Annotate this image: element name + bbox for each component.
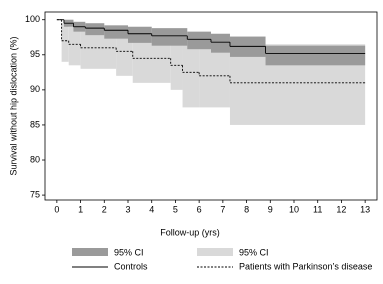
ci-band: [85, 23, 105, 36]
y-tick-label: 80: [30, 154, 40, 164]
x-tick-label: 13: [360, 204, 370, 214]
legend-label: 95% CI: [239, 247, 269, 257]
ci-band: [182, 40, 200, 108]
x-tick-label: 8: [244, 204, 249, 214]
y-tick-label: 100: [25, 14, 40, 24]
x-tick-label: 5: [173, 204, 178, 214]
ci-band: [170, 37, 183, 90]
ci-band: [187, 31, 211, 50]
x-tick-label: 0: [54, 204, 59, 214]
x-tick-label: 2: [102, 204, 107, 214]
ci-band: [104, 25, 128, 39]
x-tick-label: 10: [289, 204, 299, 214]
y-tick-label: 85: [30, 119, 40, 129]
plot-frame: [44, 11, 378, 201]
legend-label: 95% CI: [114, 247, 144, 257]
x-tick-label: 7: [220, 204, 225, 214]
ci-band: [151, 28, 188, 46]
legend-swatch: [72, 248, 108, 256]
ci-band: [211, 33, 230, 53]
x-tick-label: 4: [149, 204, 154, 214]
x-tick-label: 11: [313, 204, 322, 214]
y-axis-label: Survival without hip dislocation (%): [8, 36, 18, 175]
ci-band: [199, 42, 230, 108]
legend-swatch: [197, 248, 233, 256]
x-tick-label: 1: [78, 204, 83, 214]
x-tick-label: 9: [268, 204, 273, 214]
y-tick-label: 95: [30, 49, 40, 59]
x-tick-label: 6: [197, 204, 202, 214]
legend-label: Controls: [114, 261, 148, 271]
x-tick-label: 3: [125, 204, 130, 214]
x-tick-label: 12: [336, 204, 346, 214]
ci-band: [61, 23, 69, 62]
ci-band: [265, 45, 366, 66]
legend-label: Patients with Parkinson’s disease: [239, 261, 372, 271]
x-axis-label: Follow-up (yrs): [160, 227, 220, 237]
ci-band: [128, 26, 152, 43]
y-tick-label: 90: [30, 84, 40, 94]
ci-band: [68, 26, 81, 66]
y-tick-label: 75: [30, 189, 40, 199]
